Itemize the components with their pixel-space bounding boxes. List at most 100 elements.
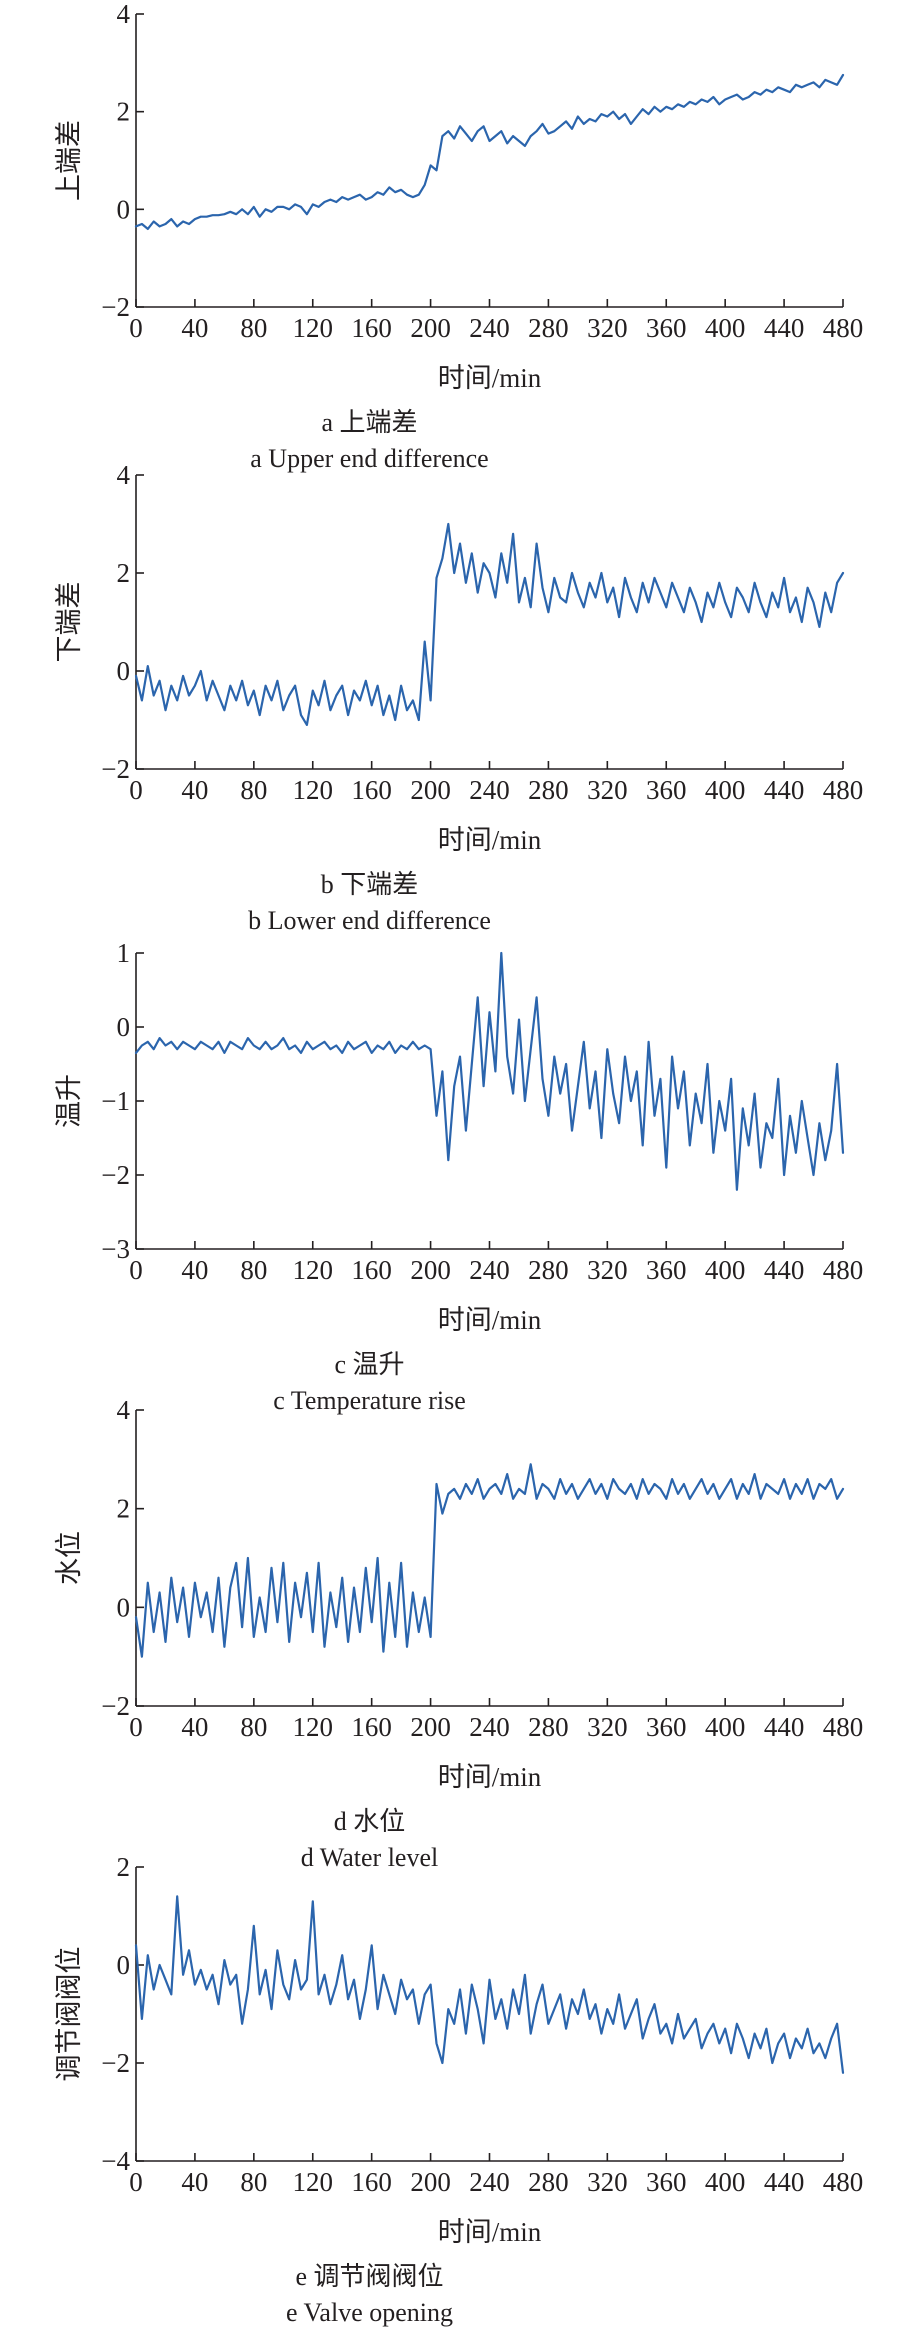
caption-zh: a 上端差 — [321, 408, 417, 437]
x-tick-label: 40 — [181, 1255, 208, 1285]
x-tick-label: 80 — [240, 313, 267, 343]
x-tick-label: 240 — [469, 2167, 510, 2197]
x-tick-label: 120 — [293, 775, 334, 805]
x-tick-label: 480 — [823, 1255, 864, 1285]
y-tick-label: 4 — [117, 460, 131, 490]
caption-en: c Temperature rise — [273, 1386, 466, 1415]
x-tick-label: 400 — [705, 313, 746, 343]
x-tick-label: 200 — [410, 1712, 451, 1742]
y-tick-label: 0 — [117, 656, 131, 686]
x-tick-label: 160 — [351, 775, 392, 805]
y-tick-label: 1 — [117, 938, 131, 968]
x-tick-label: 80 — [240, 1255, 267, 1285]
caption-zh: b 下端差 — [321, 870, 419, 899]
x-tick-label: 120 — [293, 1255, 334, 1285]
x-tick-label: 320 — [587, 1712, 628, 1742]
x-tick-label: 440 — [764, 1712, 805, 1742]
x-tick-label: 240 — [469, 313, 510, 343]
x-tick-label: 480 — [823, 2167, 864, 2197]
x-tick-label: 400 — [705, 1255, 746, 1285]
y-tick-label: 4 — [117, 1395, 131, 1425]
x-tick-label: 360 — [646, 775, 687, 805]
series-line-1 — [134, 73, 845, 230]
x-tick-label: 160 — [351, 2167, 392, 2197]
caption-en: b Lower end difference — [248, 906, 491, 935]
x-tick-label: 80 — [240, 2167, 267, 2197]
x-tick-label: 440 — [764, 775, 805, 805]
y-tick-label: −1 — [101, 1086, 130, 1116]
x-axis-label: 时间/min — [438, 1305, 542, 1335]
x-tick-label: 80 — [240, 775, 267, 805]
y-tick-label: −3 — [101, 1234, 130, 1264]
x-tick-label: 360 — [646, 1255, 687, 1285]
x-axis-label: 时间/min — [438, 825, 542, 855]
y-tick-label: −2 — [101, 1160, 130, 1190]
caption-zh: d 水位 — [334, 1807, 406, 1836]
caption-en: e Valve opening — [286, 2298, 453, 2327]
series-line-1 — [134, 522, 845, 726]
y-tick-label: −2 — [101, 754, 130, 784]
x-tick-label: 40 — [181, 775, 208, 805]
x-tick-label: 400 — [705, 775, 746, 805]
caption-en: a Upper end difference — [250, 444, 488, 473]
x-tick-label: 120 — [293, 1712, 334, 1742]
x-tick-label: 240 — [469, 775, 510, 805]
x-tick-label: 360 — [646, 2167, 687, 2197]
x-tick-label: 120 — [293, 313, 334, 343]
x-tick-label: 200 — [410, 2167, 451, 2197]
x-tick-label: 280 — [528, 313, 569, 343]
y-tick-label: 2 — [117, 1494, 131, 1524]
x-tick-label: 40 — [181, 1712, 208, 1742]
y-axis-label: 上端差 — [54, 120, 84, 201]
y-tick-label: 0 — [117, 1592, 131, 1622]
x-tick-label: 0 — [129, 1712, 143, 1742]
x-tick-label: 160 — [351, 1255, 392, 1285]
caption-zh: c 温升 — [334, 1350, 404, 1379]
y-axis-label: 温升 — [54, 1074, 84, 1128]
y-tick-label: 2 — [117, 558, 131, 588]
x-axis-label: 时间/min — [438, 363, 542, 393]
x-tick-label: 400 — [705, 1712, 746, 1742]
y-axis-label: 下端差 — [54, 582, 84, 663]
x-axis-label: 时间/min — [438, 1762, 542, 1792]
x-tick-label: 320 — [587, 313, 628, 343]
x-tick-label: 160 — [351, 1712, 392, 1742]
series-line-1 — [134, 1895, 845, 2074]
y-tick-label: 4 — [117, 0, 131, 29]
y-tick-label: 0 — [117, 1950, 131, 1980]
y-tick-label: −4 — [101, 2146, 130, 2176]
y-axis-label: 调节阀阀位 — [54, 1947, 84, 2082]
x-tick-label: 480 — [823, 313, 864, 343]
x-tick-label: 400 — [705, 2167, 746, 2197]
x-tick-label: 280 — [528, 2167, 569, 2197]
x-tick-label: 0 — [129, 2167, 143, 2197]
x-tick-label: 240 — [469, 1712, 510, 1742]
x-tick-label: 160 — [351, 313, 392, 343]
x-tick-label: 240 — [469, 1255, 510, 1285]
x-axis-label: 时间/min — [438, 2217, 542, 2247]
x-tick-label: 360 — [646, 1712, 687, 1742]
x-tick-label: 80 — [240, 1712, 267, 1742]
caption-zh: e 调节阀阀位 — [295, 2262, 443, 2291]
x-tick-label: 200 — [410, 775, 451, 805]
y-tick-label: 2 — [117, 97, 131, 127]
x-tick-label: 200 — [410, 313, 451, 343]
y-tick-label: 0 — [117, 1012, 131, 1042]
x-tick-label: 200 — [410, 1255, 451, 1285]
x-tick-label: 320 — [587, 775, 628, 805]
x-tick-label: 440 — [764, 313, 805, 343]
y-tick-label: −2 — [101, 292, 130, 322]
series-line-1 — [134, 1463, 845, 1658]
chart-panel-3: −3 −2 −1 0 1 0 40 80 120 160 200 240 280 320 360 400 440… — [54, 938, 863, 1415]
x-tick-label: 0 — [129, 775, 143, 805]
x-tick-label: 40 — [181, 313, 208, 343]
x-tick-label: 480 — [823, 1712, 864, 1742]
y-tick-label: −2 — [101, 2048, 130, 2078]
x-tick-label: 280 — [528, 775, 569, 805]
x-tick-label: 440 — [764, 2167, 805, 2197]
